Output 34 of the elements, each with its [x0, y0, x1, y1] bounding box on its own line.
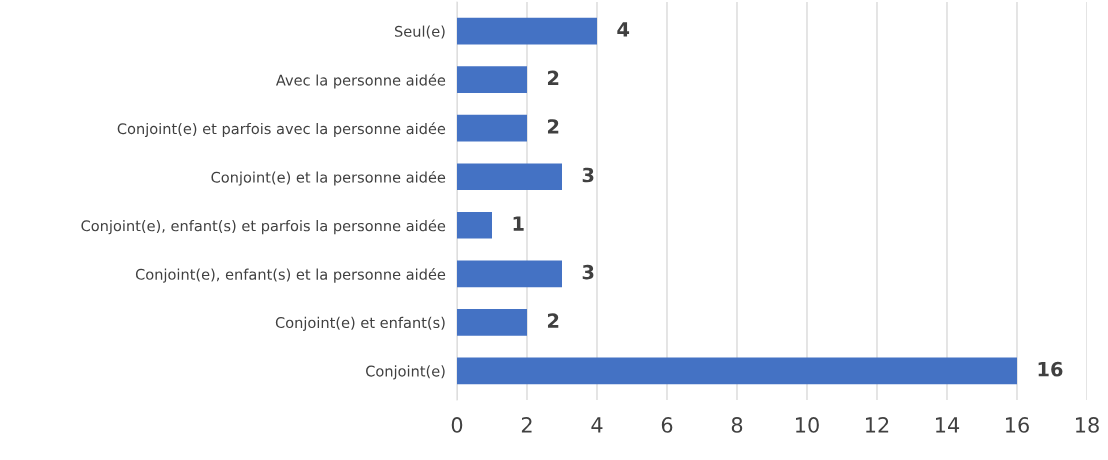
- x-tick-label: 16: [1006, 417, 1029, 433]
- y-tick-label: Conjoint(e), enfant(s) et parfois la personne aidée: [81, 219, 446, 235]
- y-tick-label: Conjoint(e) et enfant(s): [275, 316, 445, 331]
- y-tick-label: Avec la personne aidée: [275, 73, 446, 89]
- y-tick-label: Conjoint(e), enfant(s) et la personne aidée: [135, 267, 446, 283]
- x-tick-label: 14: [936, 417, 960, 433]
- bar: [457, 308, 527, 336]
- bar: [457, 163, 562, 191]
- data-label: 2: [547, 119, 559, 134]
- x-tick-label: 10: [796, 417, 819, 433]
- x-tick-label: 8: [731, 417, 743, 433]
- data-label: 2: [547, 313, 559, 328]
- y-tick-label: Seul(e): [394, 25, 445, 39]
- y-tick-label: Conjoint(e) et parfois avec la personne aidée: [117, 122, 446, 138]
- bar: [457, 114, 527, 142]
- x-tick-label: 4: [591, 417, 603, 433]
- data-label: 3: [582, 264, 594, 280]
- bar: [457, 211, 492, 239]
- x-tick-label: 12: [866, 417, 889, 433]
- data-label: 3: [582, 167, 594, 183]
- data-label: 16: [1038, 361, 1063, 377]
- x-tick-label: 2: [521, 417, 532, 433]
- x-tick-label: 0: [451, 417, 463, 433]
- x-tick-label: 18: [1076, 417, 1099, 433]
- x-tick-label: 6: [661, 417, 673, 433]
- data-label: 4: [617, 22, 630, 37]
- y-tick-label: Conjoint(e): [366, 365, 445, 380]
- data-label: 2: [547, 70, 559, 86]
- bar: [457, 17, 597, 45]
- data-label: 1: [513, 216, 524, 231]
- bar: [457, 260, 562, 288]
- y-tick-label: Conjoint(e) et la personne aidée: [211, 170, 446, 186]
- bar: [457, 357, 1017, 385]
- bar: [457, 66, 527, 94]
